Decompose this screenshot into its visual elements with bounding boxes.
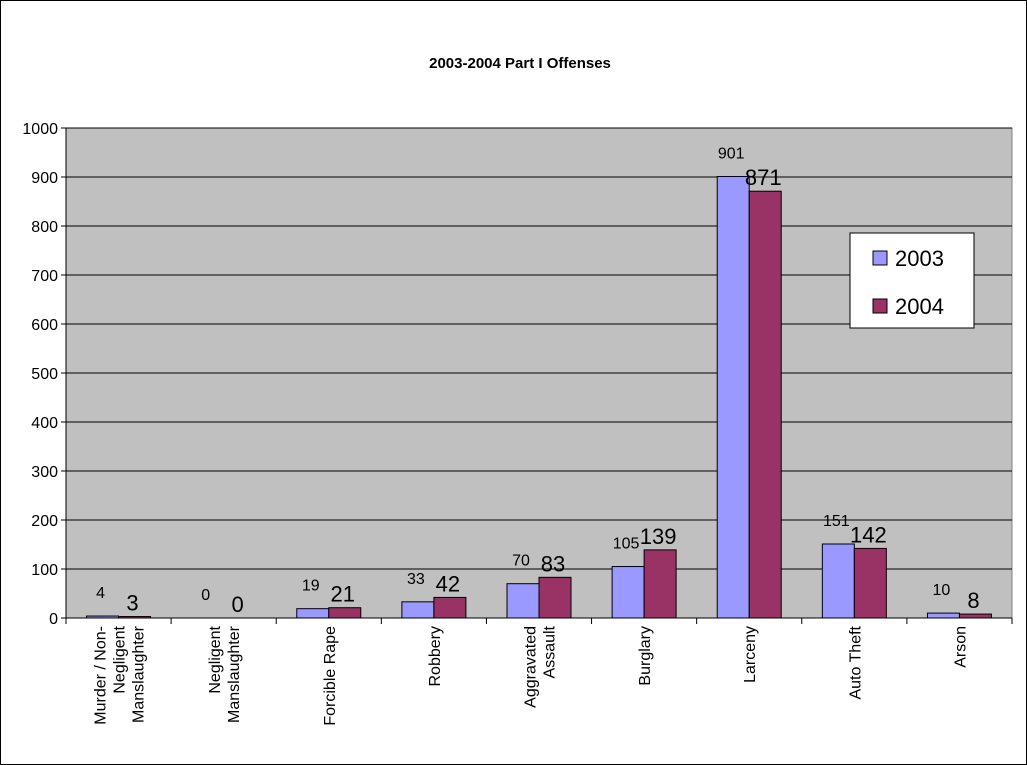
chart-title: 2003-2004 Part I Offenses: [429, 55, 611, 72]
data-label-2004: 21: [331, 582, 355, 607]
bar-2004-0: [118, 616, 152, 619]
category-label: Robbery: [427, 626, 444, 686]
data-label-2004: 3: [126, 591, 138, 616]
category-label: Aggravated Assault: [523, 625, 559, 707]
legend: 2003 2004: [849, 232, 975, 329]
legend-swatch-2004: [872, 298, 888, 314]
category-label: Auto Theft: [847, 625, 864, 699]
bar-2004-3: [433, 596, 467, 619]
y-tick-label: 100: [31, 562, 58, 579]
data-label-2003: 151: [823, 513, 850, 530]
legend-swatch-2003: [872, 250, 888, 266]
category-label-line: Negligent: [207, 625, 224, 693]
bar-2003-2: [296, 608, 330, 619]
data-label-2004: 871: [745, 165, 782, 190]
y-tick-label: 400: [31, 415, 58, 432]
bar-2004-8: [958, 613, 992, 619]
bar-2003-5: [611, 566, 645, 619]
y-tick-label: 500: [31, 366, 58, 383]
data-label-2003: 105: [613, 536, 640, 553]
bar-2003-0: [86, 615, 120, 619]
category-label-line: Auto Theft: [847, 625, 864, 699]
data-label-2004: 83: [541, 551, 565, 576]
category-label-line: Robbery: [427, 626, 444, 686]
category-label-line: Burglary: [637, 626, 654, 686]
bar-2004-7: [853, 547, 887, 619]
category-label-line: Assault: [542, 625, 559, 678]
category-label-line: Larceny: [742, 626, 759, 683]
category-labels: Murder / Non- Negligent Manslaughter Neglig…: [93, 625, 970, 725]
bar-2003-4: [506, 583, 540, 619]
data-label-2003: 70: [512, 553, 530, 570]
y-tick-label: 200: [31, 513, 58, 530]
data-label-2003: 4: [96, 585, 105, 602]
y-tick-label: 0: [49, 611, 58, 628]
data-label-2003: 10: [933, 582, 951, 599]
bar-2003-6: [716, 176, 750, 619]
data-label-2004: 142: [850, 522, 887, 547]
category-label: Negligent Manslaughter: [207, 625, 243, 723]
data-label-2003: 19: [302, 578, 320, 595]
bar-2004-4: [538, 576, 572, 619]
data-label-2003: 0: [201, 587, 210, 604]
data-label-2003: 33: [407, 571, 425, 588]
data-label-2004: 0: [232, 592, 244, 617]
y-tick-label: 800: [31, 219, 58, 236]
legend-label-2004: 2004: [895, 294, 944, 319]
category-label-line: Manslaughter: [226, 625, 243, 723]
bar-2003-3: [401, 601, 435, 619]
category-label-line: Negligent: [112, 625, 129, 693]
data-label-2004: 8: [967, 588, 979, 613]
category-label: Forcible Rape: [322, 626, 339, 726]
y-tick-label: 300: [31, 464, 58, 481]
category-label: Arson: [952, 626, 969, 668]
y-tick-label: 700: [31, 268, 58, 285]
category-label-line: Manslaughter: [131, 625, 148, 723]
category-label-line: Murder / Non-: [93, 626, 110, 725]
bar-2003-7: [821, 543, 855, 619]
legend-box: [849, 232, 975, 329]
bar-2004-6: [748, 190, 782, 619]
bars: [86, 176, 992, 619]
category-label: Murder / Non- Negligent Manslaughter: [93, 625, 148, 724]
category-label: Burglary: [637, 626, 654, 686]
category-label-line: Arson: [952, 626, 969, 668]
category-label: Larceny: [742, 626, 759, 683]
bar-2004-5: [643, 549, 677, 619]
data-label-2004: 42: [436, 571, 460, 596]
y-tick-label: 600: [31, 317, 58, 334]
category-label-line: Aggravated: [523, 626, 540, 708]
y-tick-label: 1000: [22, 121, 58, 138]
y-tick-label: 900: [31, 170, 58, 187]
bar-2004-2: [328, 607, 362, 619]
category-label-line: Forcible Rape: [322, 626, 339, 726]
bar-2003-8: [926, 612, 960, 619]
data-label-2003: 901: [718, 146, 745, 163]
data-label-2004: 139: [640, 524, 677, 549]
legend-label-2003: 2003: [895, 246, 944, 271]
